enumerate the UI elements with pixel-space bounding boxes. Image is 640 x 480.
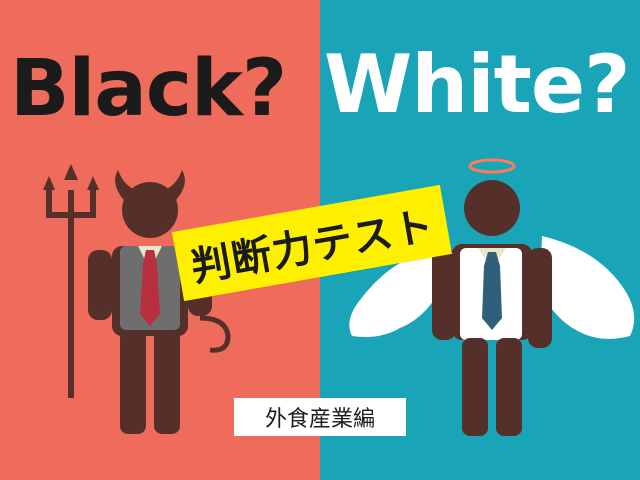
wings-icon <box>349 236 635 339</box>
trident-icon <box>43 164 99 398</box>
subtitle-text: 外食産業編 <box>264 407 375 432</box>
headline-black: Black? <box>10 44 287 134</box>
headline-white: White? <box>324 38 631 131</box>
subtitle-label: 外食産業編 <box>234 398 406 436</box>
halo-icon <box>468 158 516 174</box>
necktie-icon <box>482 252 502 330</box>
